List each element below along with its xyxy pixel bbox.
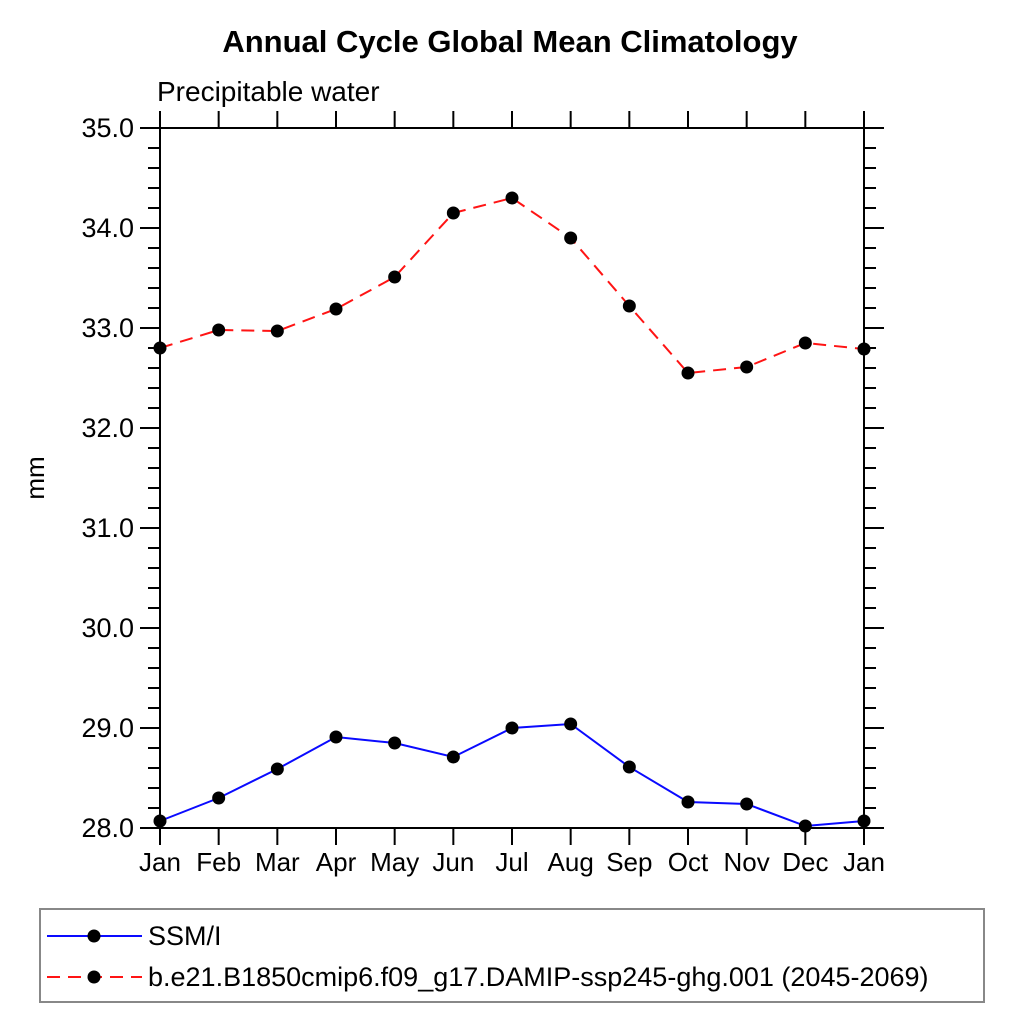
data-point-marker (329, 730, 343, 744)
series-ssmi (153, 717, 871, 833)
chart-title: Annual Cycle Global Mean Climatology (222, 24, 798, 59)
data-point-marker (857, 342, 871, 356)
plot-axes (140, 111, 884, 845)
x-tick-label: Jan (139, 847, 181, 877)
x-tick-label: Jun (432, 847, 474, 877)
x-tick-label: Mar (255, 847, 300, 877)
y-tick-label: 34.0 (81, 213, 134, 243)
series-line (159, 196, 865, 375)
y-axis-label: mm (20, 456, 50, 499)
data-point-marker (564, 717, 578, 731)
data-point-marker (153, 814, 167, 828)
data-point-marker (622, 299, 636, 313)
data-point-marker (388, 270, 402, 284)
data-point-marker (798, 819, 812, 833)
legend-marker (87, 929, 101, 943)
series-line (159, 722, 865, 828)
y-tick-label: 29.0 (81, 713, 134, 743)
x-tick-label: Jul (495, 847, 528, 877)
x-tick-label: Feb (196, 847, 241, 877)
data-point-marker (564, 231, 578, 245)
data-point-marker (388, 736, 402, 750)
x-tick-label: Aug (548, 847, 594, 877)
data-point-marker (270, 324, 284, 338)
x-tick-label: Apr (316, 847, 357, 877)
data-point-marker (505, 721, 519, 735)
x-tick-labels: Jan Feb Mar Apr May Jun Jul Aug Sep Oct Nov Dec Jan (139, 847, 885, 877)
y-tick-label: 30.0 (81, 613, 134, 643)
data-point-marker (446, 206, 460, 220)
x-tick-label: Jan (843, 847, 885, 877)
legend-label: SSM/I (148, 921, 222, 951)
y-tick-label: 28.0 (81, 813, 134, 843)
y-tick-labels: 28.0 29.0 30.0 31.0 32.0 33.0 34.0 35.0 (81, 113, 134, 843)
data-point-marker (622, 760, 636, 774)
data-point-marker (798, 336, 812, 350)
data-point-marker (505, 191, 519, 205)
legend-item: b.e21.B1850cmip6.f09_g17.DAMIP-ssp245-gh… (47, 962, 929, 992)
data-point-marker (857, 814, 871, 828)
data-point-marker (212, 323, 226, 337)
legend-marker (87, 970, 101, 984)
legend-item: SSM/I (47, 921, 222, 951)
legend-label: b.e21.B1850cmip6.f09_g17.DAMIP-ssp245-gh… (148, 962, 929, 992)
data-point-marker (153, 341, 167, 355)
x-tick-label: Oct (668, 847, 709, 877)
data-point-marker (681, 795, 695, 809)
x-tick-label: Sep (606, 847, 652, 877)
x-tick-label: Dec (782, 847, 828, 877)
x-tick-label: Nov (724, 847, 770, 877)
data-series (153, 191, 871, 833)
legend-box (39, 908, 985, 1003)
data-point-marker (740, 360, 754, 374)
data-point-marker (212, 791, 226, 805)
data-point-marker (270, 762, 284, 776)
data-point-marker (446, 750, 460, 764)
x-tick-label: May (370, 847, 419, 877)
chart-subtitle: Precipitable water (157, 76, 380, 107)
y-tick-label: 35.0 (81, 113, 134, 143)
y-tick-label: 31.0 (81, 513, 134, 543)
data-point-marker (329, 302, 343, 316)
data-point-marker (740, 797, 754, 811)
y-tick-label: 33.0 (81, 313, 134, 343)
series-model (153, 191, 871, 380)
data-point-marker (681, 366, 695, 380)
y-tick-label: 32.0 (81, 413, 134, 443)
legend: SSM/I b.e21.B1850cmip6.f09_g17.DAMIP-ssp2… (39, 908, 985, 1003)
